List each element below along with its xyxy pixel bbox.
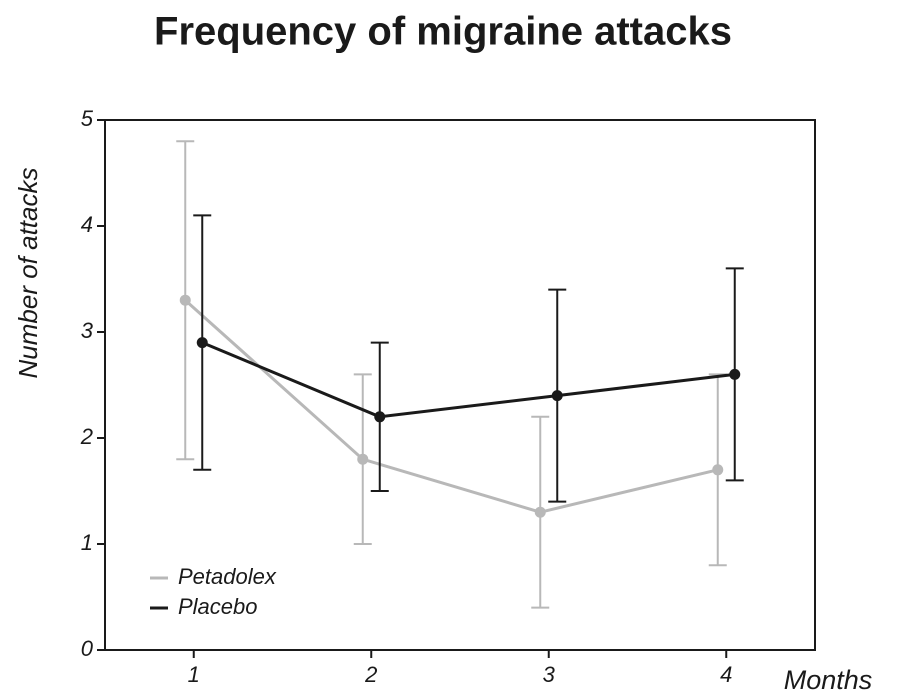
point: [357, 453, 369, 465]
point: [534, 506, 546, 518]
point: [196, 337, 208, 349]
point: [374, 411, 386, 423]
chart-title: Frequency of migraine attacks: [154, 10, 732, 54]
point: [551, 390, 563, 402]
plot-frame: [104, 119, 816, 651]
x-tick-label: 1: [188, 662, 200, 687]
x-tick-label: 3: [543, 662, 556, 687]
y-axis-label: Number of attacks: [13, 168, 43, 379]
legend-label: Placebo: [178, 594, 258, 619]
point: [729, 368, 741, 380]
y-tick-label: 1: [81, 530, 93, 555]
y-tick-label: 3: [81, 318, 94, 343]
y-tick-label: 4: [81, 212, 93, 237]
y-tick-label: 5: [81, 106, 94, 131]
y-tick-label: 0: [81, 636, 94, 661]
legend-label: Petadolex: [178, 564, 277, 589]
series-line: [184, 299, 719, 514]
y-tick-label: 2: [80, 424, 93, 449]
x-axis-label: Months: [784, 665, 873, 695]
point: [179, 294, 191, 306]
series-line: [201, 341, 735, 419]
x-tick-label: 2: [364, 662, 377, 687]
point: [712, 464, 724, 476]
x-tick-label: 4: [720, 662, 732, 687]
